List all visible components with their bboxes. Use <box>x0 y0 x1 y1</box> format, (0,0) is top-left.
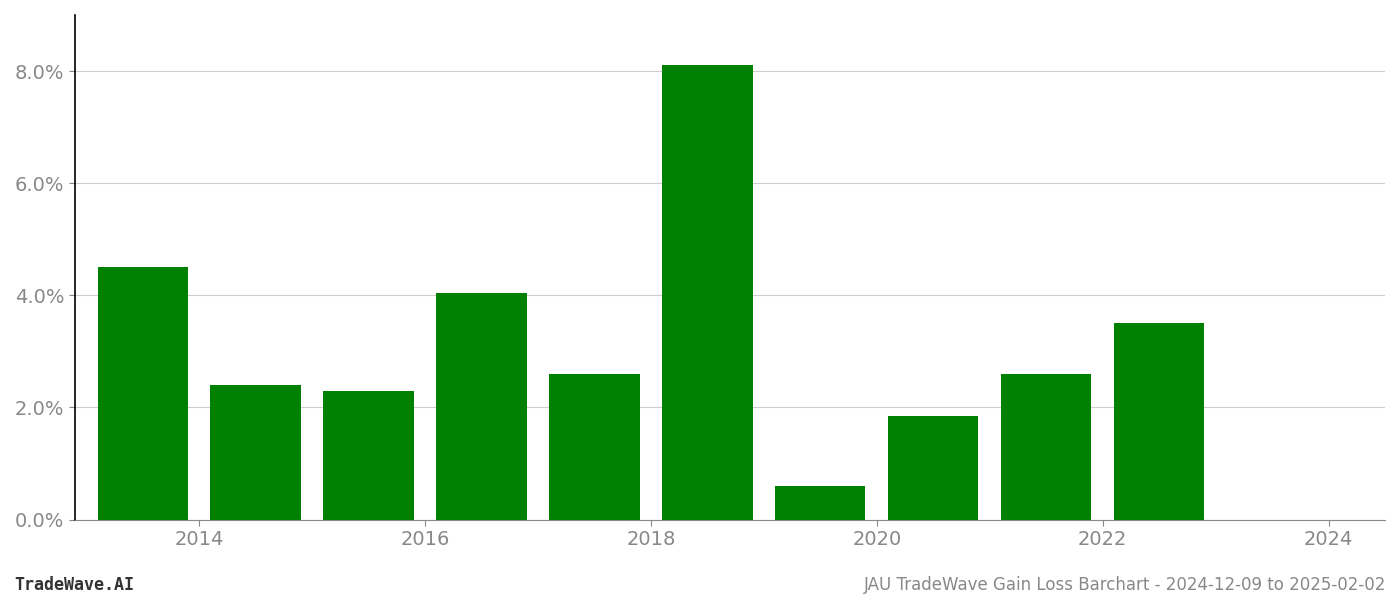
Bar <box>210 385 301 520</box>
Bar <box>888 416 979 520</box>
Text: TradeWave.AI: TradeWave.AI <box>14 576 134 594</box>
Bar <box>1001 374 1092 520</box>
Bar <box>776 486 865 520</box>
Bar <box>437 293 526 520</box>
Bar <box>323 391 414 520</box>
Text: JAU TradeWave Gain Loss Barchart - 2024-12-09 to 2025-02-02: JAU TradeWave Gain Loss Barchart - 2024-… <box>864 576 1386 594</box>
Bar <box>1114 323 1204 520</box>
Bar <box>98 267 188 520</box>
Bar <box>662 65 753 520</box>
Bar <box>549 374 640 520</box>
